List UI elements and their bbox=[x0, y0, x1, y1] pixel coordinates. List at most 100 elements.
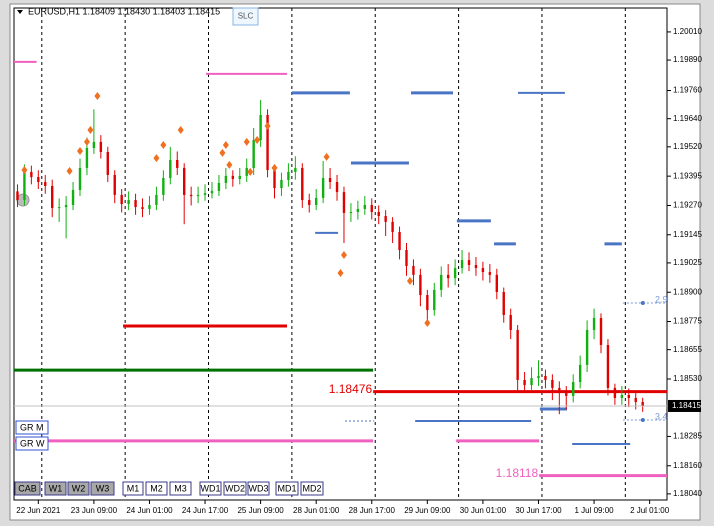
toolbar-button-label: M2 bbox=[150, 483, 163, 493]
toolbar-button[interactable] bbox=[275, 481, 299, 496]
candle-body bbox=[64, 204, 68, 208]
candle-body bbox=[627, 394, 630, 398]
toolbar-button-label: CAB bbox=[18, 483, 37, 493]
candle-body bbox=[592, 318, 596, 330]
candle-body bbox=[620, 394, 624, 398]
candle-body bbox=[509, 314, 512, 330]
candle-body bbox=[134, 200, 137, 208]
candle-body bbox=[412, 265, 415, 275]
fractal-marker bbox=[83, 137, 90, 146]
candle-body bbox=[321, 178, 325, 198]
candle-body bbox=[599, 318, 603, 345]
candle-body bbox=[155, 194, 158, 205]
candle-body bbox=[266, 114, 269, 171]
candle-body bbox=[92, 141, 96, 149]
toolbar-button[interactable] bbox=[223, 481, 247, 496]
candle-body bbox=[30, 171, 33, 178]
x-tick-label: 1 Jul 09:00 bbox=[574, 506, 614, 515]
toolbar-button[interactable] bbox=[247, 481, 270, 496]
plot-area bbox=[13, 7, 668, 501]
x-tick-label: 23 Jun 09:00 bbox=[71, 506, 118, 515]
candle-body bbox=[37, 177, 40, 183]
candle-body bbox=[287, 171, 290, 180]
candle-body bbox=[537, 375, 540, 379]
x-tick-label: 28 Jun 01:00 bbox=[293, 506, 340, 515]
toolbar-button[interactable] bbox=[199, 481, 222, 496]
fractal-marker bbox=[243, 137, 250, 146]
toolbar-button[interactable] bbox=[122, 481, 144, 496]
fractal-marker bbox=[254, 136, 261, 145]
fractal-marker bbox=[21, 166, 28, 175]
candle-body bbox=[44, 182, 47, 186]
x-tick-label: 22 Jun 2021 bbox=[16, 506, 61, 515]
fractal-marker bbox=[406, 276, 413, 285]
y-tick-label: 1.18040 bbox=[673, 489, 702, 498]
level-label: 1.18118 bbox=[496, 466, 539, 480]
x-tick-label: 25 Jun 09:00 bbox=[237, 506, 284, 515]
candle-body bbox=[613, 387, 617, 398]
panel-button[interactable] bbox=[15, 420, 49, 435]
candle-body bbox=[641, 401, 644, 406]
candle-body bbox=[349, 212, 353, 214]
candle-body bbox=[148, 204, 151, 209]
x-tick-label: 30 Jun 17:00 bbox=[515, 506, 562, 515]
candle-body bbox=[210, 190, 214, 194]
fractal-marker bbox=[226, 160, 233, 169]
candle-body bbox=[224, 175, 228, 183]
fractal-marker bbox=[87, 125, 94, 134]
candle-body bbox=[356, 208, 360, 213]
toolbar-button[interactable] bbox=[44, 481, 67, 496]
toolbar-button[interactable] bbox=[145, 481, 168, 496]
candle-body bbox=[405, 250, 408, 266]
candle-body bbox=[294, 167, 297, 172]
y-tick-label: 1.19760 bbox=[673, 86, 702, 95]
x-tick-label: 24 Jun 01:00 bbox=[126, 506, 173, 515]
candle-body bbox=[57, 207, 61, 209]
candle-body bbox=[335, 182, 339, 193]
fractal-marker bbox=[247, 167, 254, 176]
slc-button[interactable] bbox=[232, 7, 259, 26]
panel-button[interactable] bbox=[15, 436, 49, 451]
toolbar-button[interactable] bbox=[90, 481, 115, 496]
panel-button-label: GR W bbox=[20, 438, 45, 448]
y-tick-label: 1.18655 bbox=[673, 345, 702, 354]
y-tick-label: 1.19520 bbox=[673, 142, 702, 151]
candle-body bbox=[189, 194, 193, 197]
menu-arrow[interactable] bbox=[17, 10, 23, 14]
candle-body bbox=[572, 382, 575, 396]
fractal-marker bbox=[337, 268, 344, 277]
toolbar-button[interactable] bbox=[169, 481, 192, 496]
fractal-marker bbox=[271, 163, 278, 172]
toolbar-button[interactable] bbox=[14, 481, 41, 496]
candle-body bbox=[460, 260, 464, 269]
candle-body bbox=[113, 174, 116, 195]
candle-body bbox=[440, 274, 443, 290]
level-label: 1.18476 bbox=[329, 382, 373, 396]
toolbar-button[interactable] bbox=[300, 481, 324, 496]
fractal-marker bbox=[424, 318, 431, 327]
candle-body bbox=[530, 378, 533, 386]
candle-body bbox=[426, 295, 429, 311]
candle-body bbox=[85, 148, 89, 168]
scroll-handle[interactable] bbox=[16, 193, 30, 207]
toolbar-button-label: W2 bbox=[72, 483, 86, 493]
level-tag: 3.4 bbox=[655, 411, 668, 421]
candle-body bbox=[238, 175, 241, 179]
toolbar-button[interactable] bbox=[67, 481, 90, 496]
candle-body bbox=[488, 272, 492, 275]
candle-body bbox=[474, 265, 478, 269]
toolbar-button-label: MD1 bbox=[277, 483, 296, 493]
candle-body bbox=[377, 212, 380, 217]
candle-body bbox=[162, 178, 165, 195]
fractal-marker bbox=[66, 166, 73, 175]
candle-body bbox=[176, 159, 179, 168]
candle-body bbox=[565, 391, 568, 396]
fractal-marker bbox=[76, 147, 83, 156]
fractal-marker bbox=[219, 148, 226, 157]
y-tick-label: 1.18160 bbox=[673, 461, 702, 470]
candle-body bbox=[342, 192, 346, 213]
candle-body bbox=[231, 175, 235, 179]
candle-body bbox=[196, 194, 200, 197]
candle-body bbox=[453, 268, 457, 279]
